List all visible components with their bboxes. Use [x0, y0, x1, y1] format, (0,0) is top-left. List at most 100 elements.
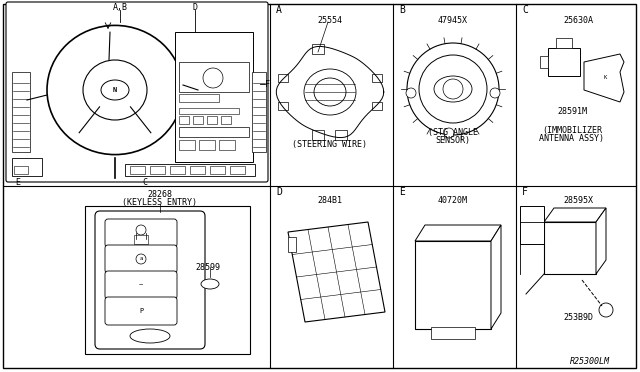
Text: E: E [15, 177, 20, 186]
Text: C: C [143, 177, 147, 186]
Bar [210, 166, 225, 174]
Text: P: P [139, 308, 143, 314]
Bar [125, 164, 255, 176]
Circle shape [490, 88, 500, 98]
Text: ~: ~ [139, 282, 143, 288]
Ellipse shape [304, 69, 356, 115]
Polygon shape [288, 222, 385, 322]
Circle shape [444, 128, 454, 138]
Bar [179, 108, 239, 114]
Text: B: B [399, 5, 405, 15]
Text: 28595X: 28595X [563, 196, 593, 205]
Bar [221, 116, 231, 124]
Bar [85, 206, 250, 354]
Text: SENSOR): SENSOR) [435, 135, 470, 144]
Text: (IMMOBILIZER: (IMMOBILIZER [542, 125, 602, 135]
Text: C: C [522, 5, 528, 15]
Bar [179, 62, 249, 92]
Text: D: D [193, 3, 198, 12]
Bar [252, 72, 266, 152]
Bar [372, 74, 382, 82]
Bar [179, 127, 249, 137]
Bar [520, 206, 544, 244]
Circle shape [136, 225, 146, 235]
Bar [130, 166, 145, 174]
Text: K: K [604, 74, 607, 80]
Bar [14, 166, 28, 174]
Circle shape [599, 303, 613, 317]
Bar [415, 241, 491, 329]
Bar [431, 327, 475, 339]
Ellipse shape [201, 279, 219, 289]
Bar [312, 130, 324, 140]
Bar [179, 140, 195, 150]
Bar [219, 140, 235, 150]
FancyBboxPatch shape [105, 297, 177, 325]
Circle shape [136, 254, 146, 264]
Ellipse shape [101, 80, 129, 100]
Bar [207, 116, 217, 124]
FancyBboxPatch shape [105, 245, 177, 273]
Bar [230, 166, 245, 174]
Text: R25300LM: R25300LM [570, 357, 610, 366]
Text: 40720M: 40720M [438, 196, 468, 205]
Text: F: F [266, 80, 271, 89]
Ellipse shape [130, 329, 170, 343]
Text: (STG ANGLE: (STG ANGLE [428, 128, 478, 137]
Text: N: N [113, 87, 117, 93]
FancyBboxPatch shape [105, 271, 177, 299]
Bar [540, 56, 548, 68]
Bar [548, 48, 580, 76]
Text: 28268: 28268 [147, 189, 173, 199]
Text: 28591M: 28591M [557, 106, 587, 115]
Text: (KEYLESS ENTRY): (KEYLESS ENTRY) [122, 198, 198, 206]
Text: F: F [522, 187, 528, 197]
Bar [278, 74, 288, 82]
Bar [170, 166, 185, 174]
Circle shape [406, 88, 416, 98]
Bar [12, 158, 42, 176]
Text: 25554: 25554 [317, 16, 342, 25]
Circle shape [419, 55, 487, 123]
Circle shape [443, 79, 463, 99]
Bar [288, 237, 296, 252]
Bar [134, 235, 148, 244]
Polygon shape [491, 225, 501, 329]
Ellipse shape [314, 78, 346, 106]
Ellipse shape [47, 25, 183, 155]
Bar [179, 94, 219, 102]
Text: A,B: A,B [113, 3, 127, 12]
Bar [12, 72, 30, 152]
Bar [199, 140, 215, 150]
FancyBboxPatch shape [105, 219, 177, 247]
Text: E: E [399, 187, 405, 197]
Bar [312, 44, 324, 54]
Bar [179, 116, 189, 124]
FancyBboxPatch shape [95, 211, 205, 349]
Text: ANTENNA ASSY): ANTENNA ASSY) [540, 134, 605, 142]
Polygon shape [584, 54, 624, 102]
Bar [335, 130, 347, 140]
Bar [193, 116, 203, 124]
Text: 284B1: 284B1 [317, 196, 342, 205]
Polygon shape [596, 208, 606, 274]
Text: D: D [276, 187, 282, 197]
Text: a: a [140, 257, 143, 262]
Polygon shape [544, 208, 606, 222]
Bar [372, 102, 382, 110]
Text: 253B9D: 253B9D [563, 312, 593, 321]
Circle shape [203, 68, 223, 88]
Bar [278, 102, 288, 110]
Circle shape [407, 43, 499, 135]
Bar [556, 38, 572, 48]
Bar [190, 166, 205, 174]
Bar [150, 166, 165, 174]
Text: 28599: 28599 [195, 263, 221, 272]
Ellipse shape [83, 60, 147, 120]
Text: 47945X: 47945X [438, 16, 468, 25]
Text: 25630A: 25630A [563, 16, 593, 25]
Bar [175, 32, 253, 162]
Text: A: A [276, 5, 282, 15]
FancyBboxPatch shape [6, 2, 268, 182]
Bar [544, 222, 596, 274]
